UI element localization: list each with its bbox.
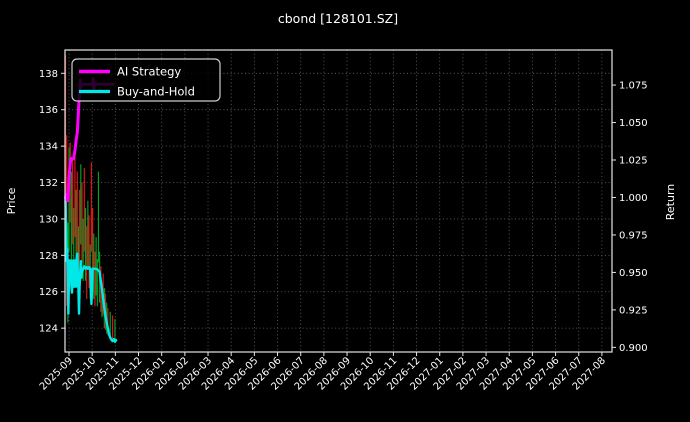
price-tick-label: 130 (39, 214, 58, 225)
return-tick-label: 0.975 (619, 230, 648, 241)
price-tick-label: 128 (39, 251, 58, 262)
price-tick-label: 132 (39, 178, 58, 189)
price-tick-label: 124 (39, 324, 58, 335)
chart-title: cbond [128101.SZ] (278, 11, 398, 26)
return-tick-label: 0.925 (619, 305, 648, 316)
price-tick-label: 136 (39, 105, 58, 116)
plot-border (64, 49, 613, 353)
series-line-buy-and-hold (64, 196, 118, 343)
left-axis-label: Price (5, 187, 18, 214)
price-tick-label: 126 (39, 287, 58, 298)
price-tick-label: 134 (39, 142, 58, 153)
return-tick-label: 0.900 (619, 343, 648, 354)
legend-label-buy-and-hold: Buy-and-Hold (117, 85, 195, 99)
right-axis-label: Return (664, 184, 677, 221)
legend: AI Strategy Buy-and-Hold (71, 58, 221, 102)
legend-label-ai-strategy: AI Strategy (117, 65, 181, 79)
return-tick-label: 0.950 (619, 268, 648, 279)
return-tick-label: 1.000 (619, 193, 648, 204)
price-bars-layer (64, 55, 116, 341)
price-tick-label: 138 (39, 69, 58, 80)
return-tick-label: 1.075 (619, 81, 648, 92)
axis-ticks-layer: 138 136 134 132 130 128 126 124 1.075 1.050 1.025 1… (38, 69, 648, 393)
return-tick-label: 1.050 (619, 118, 648, 129)
return-tick-label: 1.025 (619, 156, 648, 167)
